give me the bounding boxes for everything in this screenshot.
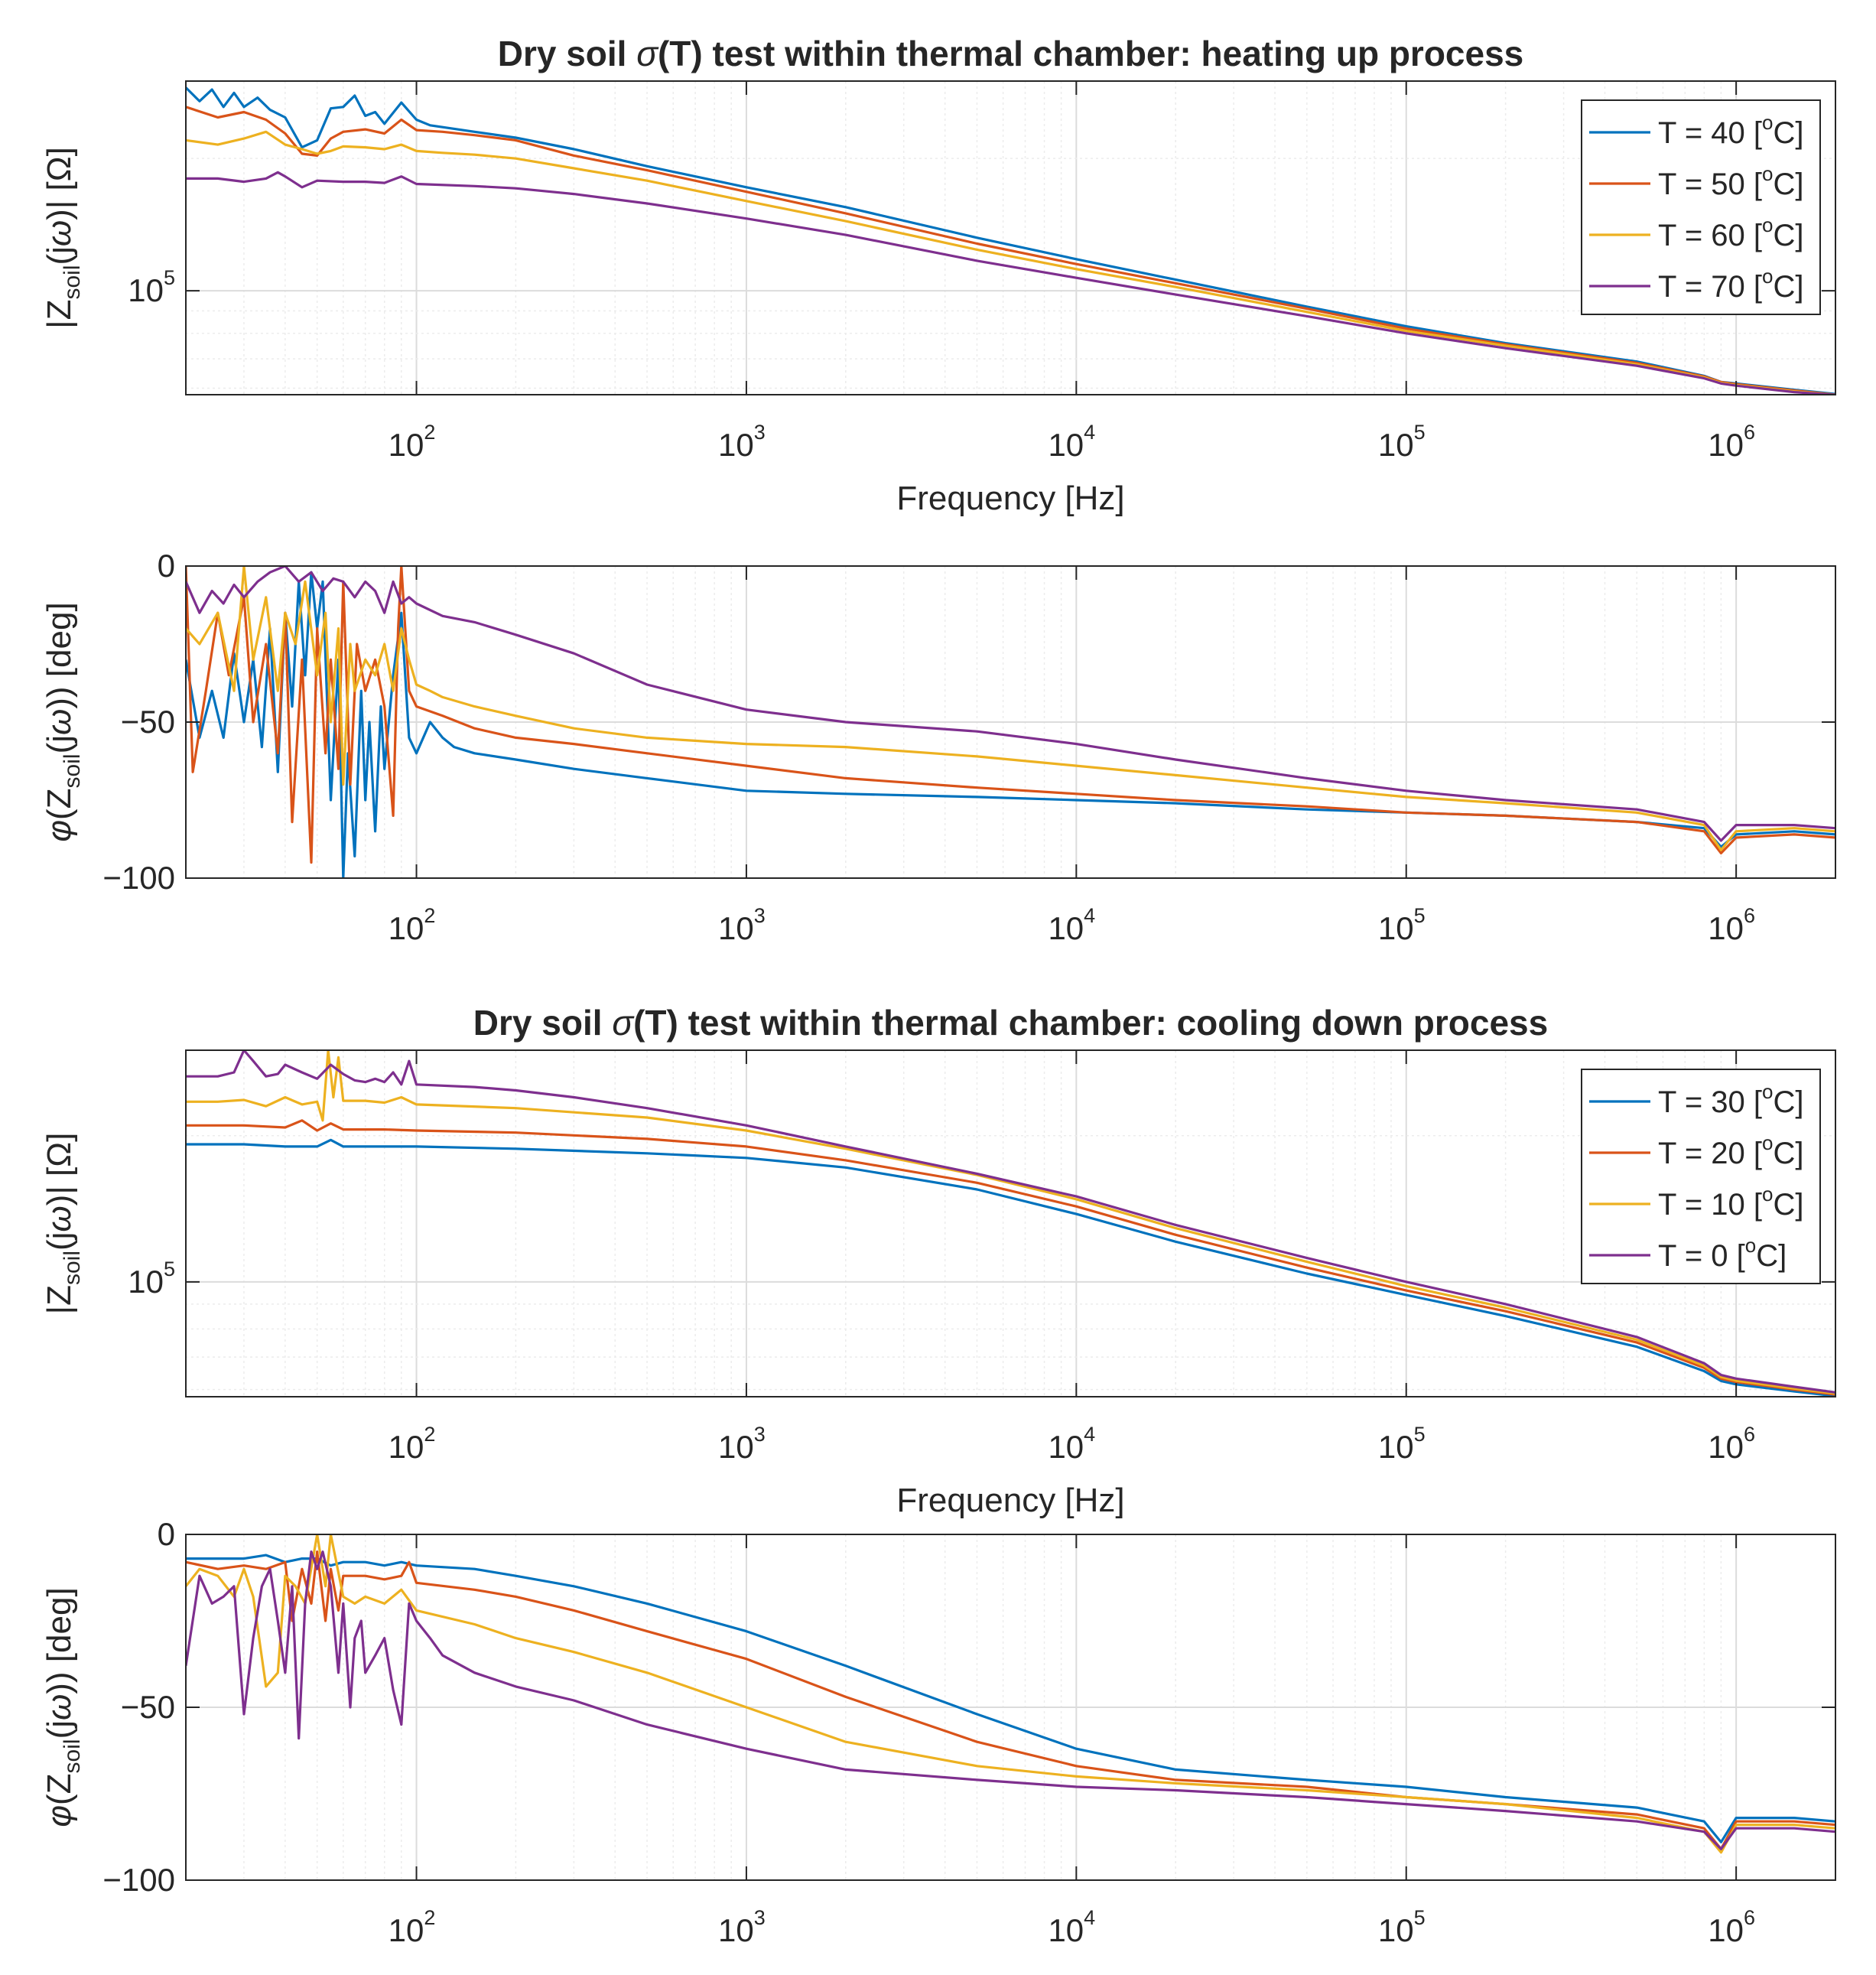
chart-title: Dry soil σ(T) test within thermal chambe… xyxy=(473,1003,1548,1043)
series-line-3 xyxy=(186,171,1835,395)
x-tick-label: 103 xyxy=(718,904,766,946)
legend: T = 40 [oC] T = 50 [oC] T = 60 [oC] T = 70 … xyxy=(1581,99,1821,315)
x-tick-label: 104 xyxy=(1048,1423,1095,1465)
y-tick-label: 105 xyxy=(128,266,175,308)
x-tick-label: 103 xyxy=(718,1906,766,1948)
x-ticks: 102 103 104 105 106 xyxy=(389,566,1755,946)
axes-box xyxy=(185,80,1836,395)
x-tick-label: 105 xyxy=(1378,904,1426,946)
legend-box xyxy=(1581,1069,1821,1284)
series-group xyxy=(186,1534,1835,1854)
x-tick-label: 106 xyxy=(1708,1423,1755,1465)
legend-entry-3: T = 70 [oC] xyxy=(1658,265,1803,304)
series-group xyxy=(186,1050,1835,1397)
x-tick-label: 105 xyxy=(1378,1423,1426,1465)
legend-entry-1: T = 20 [oC] xyxy=(1658,1131,1803,1170)
legend-entry-0: T = 40 [oC] xyxy=(1658,111,1803,150)
y-tick-label: −100 xyxy=(102,860,175,896)
x-tick-label: 104 xyxy=(1048,421,1095,463)
series-line-2 xyxy=(186,130,1835,395)
plot-cooling-magnitude: 102 103 104 105 106 105 Dry soil σ(T) test wit… xyxy=(41,1003,1836,1519)
y-tick-label: −50 xyxy=(121,704,175,740)
y-axis-label: φ(Zsoil(jω)) [deg] xyxy=(41,1587,85,1827)
x-ticks: 102 103 104 105 106 xyxy=(389,1534,1755,1948)
x-tick-label: 104 xyxy=(1048,904,1095,946)
y-tick-label: 105 xyxy=(128,1258,175,1300)
x-tick-label: 105 xyxy=(1378,1906,1426,1948)
legend-entry-3: T = 0 [oC] xyxy=(1658,1234,1787,1273)
x-tick-label: 106 xyxy=(1708,1906,1755,1948)
plot-area xyxy=(186,1050,1835,1397)
y-axis-label: |Zsoil(jω)| [Ω] xyxy=(41,1133,85,1315)
series-line-3 xyxy=(186,566,1835,842)
y-axis-label: φ(Zsoil(jω)) [deg] xyxy=(41,602,85,841)
y-ticks: 105 xyxy=(128,266,1835,308)
x-tick-label: 102 xyxy=(389,904,436,946)
series-line-2 xyxy=(186,1050,1835,1395)
legend-box xyxy=(1581,99,1821,315)
series-line-0 xyxy=(186,86,1835,395)
plot-heating-magnitude: 102 103 104 105 106 105 Dry soil σ(T) test wit… xyxy=(41,34,1836,517)
series-line-2 xyxy=(186,1534,1835,1854)
series-group xyxy=(186,566,1835,878)
y-ticks: 0 −50 −100 xyxy=(102,1516,1835,1898)
y-tick-label: −100 xyxy=(102,1862,175,1898)
x-tick-label: 102 xyxy=(389,1906,436,1948)
plot-heating-phase: 102 103 104 105 106 0 −50 −100 φ(Zsoil(jω)) [deg… xyxy=(41,548,1836,946)
legend-entry-2: T = 10 [oC] xyxy=(1658,1183,1803,1222)
x-tick-label: 103 xyxy=(718,1423,766,1465)
x-axis-label: Frequency [Hz] xyxy=(896,1482,1124,1519)
x-ticks: 102 103 104 105 106 xyxy=(389,81,1755,463)
series-line-3 xyxy=(186,1550,1835,1850)
legend-entry-1: T = 50 [oC] xyxy=(1658,162,1803,201)
x-tick-label: 105 xyxy=(1378,421,1426,463)
series-line-1 xyxy=(186,566,1835,864)
axes-box xyxy=(185,1049,1836,1397)
series-group xyxy=(186,86,1835,395)
y-tick-label: −50 xyxy=(121,1689,175,1725)
x-tick-label: 103 xyxy=(718,421,766,463)
x-tick-label: 104 xyxy=(1048,1906,1095,1948)
chart-title: Dry soil σ(T) test within thermal chambe… xyxy=(498,34,1524,73)
y-tick-label: 0 xyxy=(158,1516,175,1552)
x-tick-label: 102 xyxy=(389,1423,436,1465)
series-line-3 xyxy=(186,1050,1835,1394)
series-line-2 xyxy=(186,566,1835,851)
y-axis-label: |Zsoil(jω)| [Ω] xyxy=(41,147,85,329)
series-line-1 xyxy=(186,1119,1835,1396)
series-line-0 xyxy=(186,1138,1835,1397)
y-tick-label: 0 xyxy=(158,548,175,584)
legend-entry-0: T = 30 [oC] xyxy=(1658,1080,1803,1119)
x-axis-label: Frequency [Hz] xyxy=(896,480,1124,517)
series-line-0 xyxy=(186,1554,1835,1843)
x-ticks: 102 103 104 105 106 xyxy=(389,1050,1755,1465)
x-tick-label: 106 xyxy=(1708,421,1755,463)
x-tick-label: 106 xyxy=(1708,904,1755,946)
series-line-1 xyxy=(186,106,1835,395)
plot-cooling-phase: 102 103 104 105 106 0 −50 −100 φ(Zsoil(jω)) [deg… xyxy=(41,1516,1836,1948)
legend: T = 30 [oC] T = 20 [oC] T = 10 [oC] T = 0 [… xyxy=(1581,1069,1821,1284)
y-ticks: 105 xyxy=(128,1258,1835,1300)
x-tick-label: 102 xyxy=(389,421,436,463)
legend-entry-2: T = 60 [oC] xyxy=(1658,213,1803,252)
y-ticks: 0 −50 −100 xyxy=(102,548,1835,896)
